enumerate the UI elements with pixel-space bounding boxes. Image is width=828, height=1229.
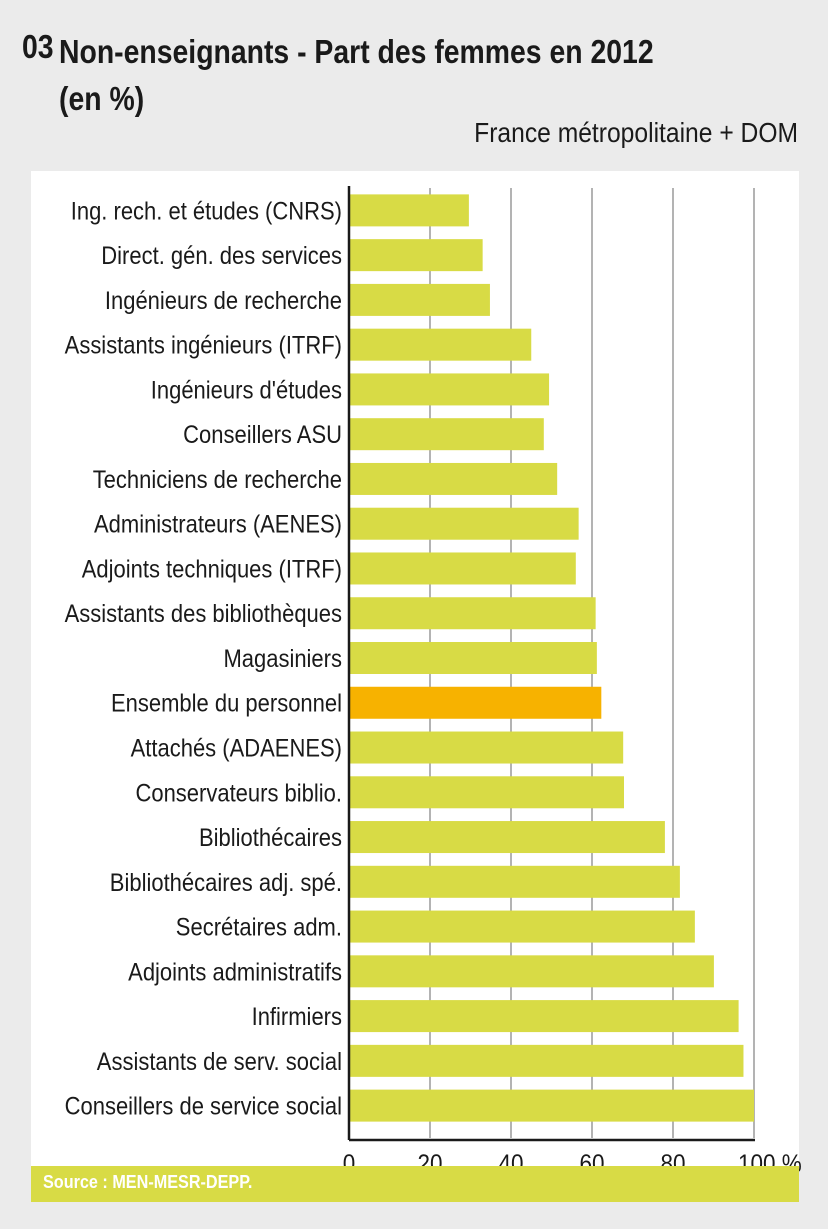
source-text: Source : MEN-MESR-DEPP. [43, 1172, 253, 1192]
bar [349, 1089, 754, 1122]
chart-title-line-1: Non-enseignants - Part des femmes en 201… [59, 33, 654, 70]
bar [349, 642, 597, 674]
bar [349, 776, 624, 809]
category-label: Ingénieurs d'études [151, 376, 342, 404]
category-label: Conservateurs biblio. [135, 779, 342, 807]
category-label: Direct. gén. des services [101, 242, 342, 270]
category-label: Techniciens de recherche [93, 466, 342, 494]
category-label: Assistants de serv. social [97, 1048, 342, 1076]
bar [349, 418, 544, 451]
bar [349, 283, 490, 316]
chart-title: Non-enseignants - Part des femmes en 201… [59, 28, 799, 122]
bars [349, 194, 754, 1122]
category-label: Ingénieurs de recherche [105, 287, 342, 315]
bar [349, 731, 624, 764]
category-label: Magasiniers [223, 645, 342, 673]
category-label: Adjoints techniques (ITRF) [82, 555, 342, 583]
category-label: Attachés (ADAENES) [131, 734, 342, 762]
category-label: Assistants des bibliothèques [65, 600, 342, 628]
category-label: Conseillers ASU [183, 421, 342, 449]
bar [349, 328, 532, 361]
category-label: Ing. rech. et études (CNRS) [71, 197, 342, 225]
category-label: Bibliothécaires [199, 824, 342, 852]
bar [349, 597, 596, 630]
bar [349, 507, 579, 540]
bar [349, 910, 695, 943]
category-label: Ensemble du personnel [111, 689, 342, 717]
chart-subtitle: France métropolitaine + DOM [474, 117, 798, 148]
bar [349, 194, 469, 227]
category-labels: Ing. rech. et études (CNRS) Direct. gén. … [65, 197, 342, 1120]
category-label: Assistants ingénieurs (ITRF) [65, 331, 342, 359]
category-label: Infirmiers [252, 1003, 342, 1031]
bar [349, 552, 576, 585]
bar [349, 955, 714, 988]
category-label: Conseillers de service social [65, 1092, 342, 1120]
bar [349, 821, 665, 854]
figure-number: 03 [22, 28, 54, 65]
bar [349, 1000, 739, 1033]
bar-highlight [349, 686, 602, 719]
bar [349, 373, 550, 406]
chart-title-line-2: (en %) [59, 80, 145, 117]
category-label: Administrateurs (AENES) [94, 510, 342, 538]
bar [349, 1044, 744, 1077]
bar [349, 462, 558, 495]
category-label: Secrétaires adm. [176, 913, 342, 941]
axes [347, 186, 755, 1142]
category-label: Adjoints administratifs [128, 958, 342, 986]
bar [349, 239, 483, 272]
source-band: Source : MEN-MESR-DEPP. [31, 1166, 799, 1202]
bar [349, 865, 680, 898]
category-label: Bibliothécaires adj. spé. [110, 869, 342, 897]
